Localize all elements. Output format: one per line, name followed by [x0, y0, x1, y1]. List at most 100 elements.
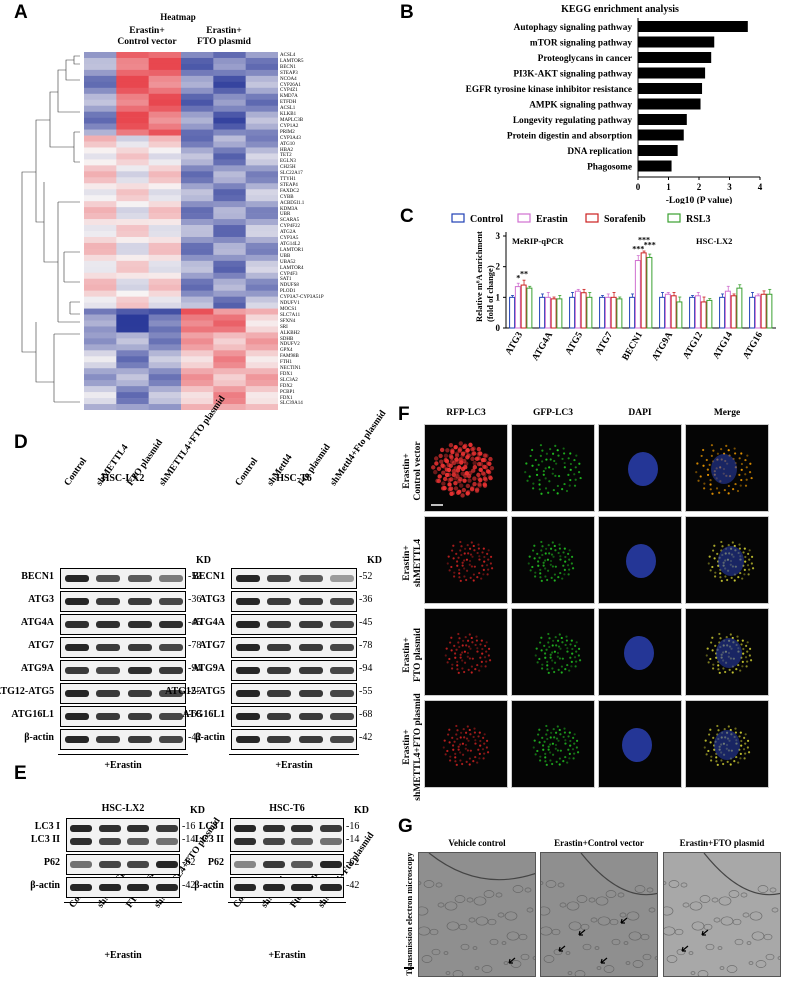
- puncta-dot: [739, 484, 742, 487]
- microscopy-signal: [703, 724, 751, 766]
- organelle: [717, 946, 723, 950]
- puncta-dot: [571, 567, 575, 570]
- heatmap-cell: [181, 225, 214, 232]
- puncta-dot: [459, 656, 462, 659]
- puncta-dot: [448, 728, 451, 731]
- kegg-category-label: Proteoglycans in cancer: [538, 54, 632, 64]
- puncta-dot: [553, 650, 557, 653]
- blot-band: [64, 736, 89, 743]
- blot-underline: [64, 902, 182, 903]
- puncta-dot: [562, 564, 565, 567]
- heatmap-cell: [181, 57, 214, 65]
- puncta-dot: [481, 652, 484, 655]
- heatmap-cell: [213, 332, 246, 339]
- puncta-dot: [723, 728, 726, 731]
- puncta-dot: [464, 636, 467, 639]
- merip-bar: [604, 296, 611, 329]
- heatmap-gene-label: UBR: [280, 212, 291, 218]
- heatmap-cell: [245, 344, 278, 351]
- heatmap-cell: [148, 326, 182, 333]
- puncta-dot: [566, 647, 569, 650]
- puncta-dot: [549, 736, 552, 739]
- heatmap-cell: [148, 69, 182, 77]
- puncta-dot: [534, 571, 537, 574]
- blot-band: [319, 838, 342, 845]
- heatmap-cell: [213, 52, 246, 59]
- puncta-dot: [478, 571, 481, 575]
- organelle: [769, 887, 777, 893]
- puncta-dot: [716, 763, 719, 766]
- heatmap-cell: [245, 368, 278, 375]
- puncta-dot: [712, 449, 715, 452]
- heatmap-gene-label: SCARA5: [280, 218, 300, 224]
- heatmap-gene-label: ACSL4: [280, 53, 296, 58]
- blot-row-label: β-actin: [194, 879, 224, 891]
- heatmap-cell: [148, 260, 182, 268]
- puncta-dot: [468, 657, 472, 660]
- blot-strip: [60, 637, 186, 658]
- puncta-dot: [528, 475, 531, 478]
- blot-band: [298, 690, 323, 697]
- puncta-dot: [570, 562, 573, 565]
- heatmap-cell: [148, 231, 182, 238]
- heatmap-cell: [116, 290, 149, 297]
- puncta-dot: [741, 665, 744, 668]
- puncta-dot: [537, 564, 540, 567]
- puncta-dot: [551, 565, 555, 568]
- merip-legend-swatch: [585, 213, 599, 223]
- puncta-dot: [574, 665, 577, 668]
- blot-row-label: ATG7: [28, 639, 54, 651]
- puncta-dot: [751, 567, 755, 570]
- merip-legend-label: Control: [470, 214, 503, 225]
- puncta-dot: [739, 669, 742, 672]
- blot-kd-value: -16: [346, 820, 360, 832]
- puncta-dot: [564, 668, 567, 671]
- merip-significance: *: [516, 273, 520, 282]
- puncta-dot: [551, 659, 554, 662]
- puncta-dot: [532, 487, 535, 490]
- puncta-dot: [538, 478, 541, 482]
- heatmap-cell: [245, 123, 278, 130]
- heatmap-cell: [245, 93, 278, 101]
- heatmap-cell: [181, 111, 214, 118]
- puncta-dot: [558, 547, 561, 550]
- puncta-dot: [478, 752, 481, 755]
- puncta-dot: [747, 552, 750, 555]
- puncta-dot: [483, 560, 486, 563]
- puncta-dot: [709, 483, 712, 486]
- puncta-dot: [472, 481, 477, 487]
- puncta-dot: [569, 462, 573, 466]
- heatmap-cell: [148, 254, 182, 262]
- heatmap-cell: [84, 386, 117, 393]
- blot-strip: [230, 854, 344, 875]
- puncta-dot: [564, 555, 567, 559]
- puncta-dot: [736, 635, 739, 638]
- puncta-dot: [535, 647, 538, 650]
- heatmap-cell: [213, 171, 246, 178]
- organelle: [742, 912, 750, 918]
- heatmap-cell: [148, 296, 182, 303]
- puncta-dot: [563, 547, 566, 550]
- puncta-dot: [569, 478, 572, 482]
- heatmap-gene-label: NDUFV2: [280, 342, 300, 348]
- puncta-dot: [710, 755, 713, 758]
- puncta-dot: [549, 743, 552, 746]
- puncta-dot: [578, 462, 581, 465]
- organelle: [435, 882, 443, 888]
- puncta-dot: [477, 476, 482, 481]
- puncta-dot: [472, 476, 477, 481]
- heatmap-gene-label: MAPLC3B: [280, 117, 304, 123]
- merip-bar: [640, 252, 647, 329]
- puncta-dot: [554, 444, 557, 447]
- puncta-dot: [556, 484, 559, 488]
- puncta-dot: [727, 492, 730, 495]
- heatmap-cell: [116, 362, 149, 369]
- puncta-dot: [720, 579, 723, 582]
- puncta-dot: [748, 647, 752, 650]
- puncta-dot: [485, 469, 491, 474]
- puncta-dot: [534, 458, 537, 462]
- puncta-dot: [449, 759, 452, 762]
- blot-strip: [231, 591, 357, 612]
- heatmap-cell: [84, 326, 117, 333]
- heatmap-cell: [116, 93, 149, 101]
